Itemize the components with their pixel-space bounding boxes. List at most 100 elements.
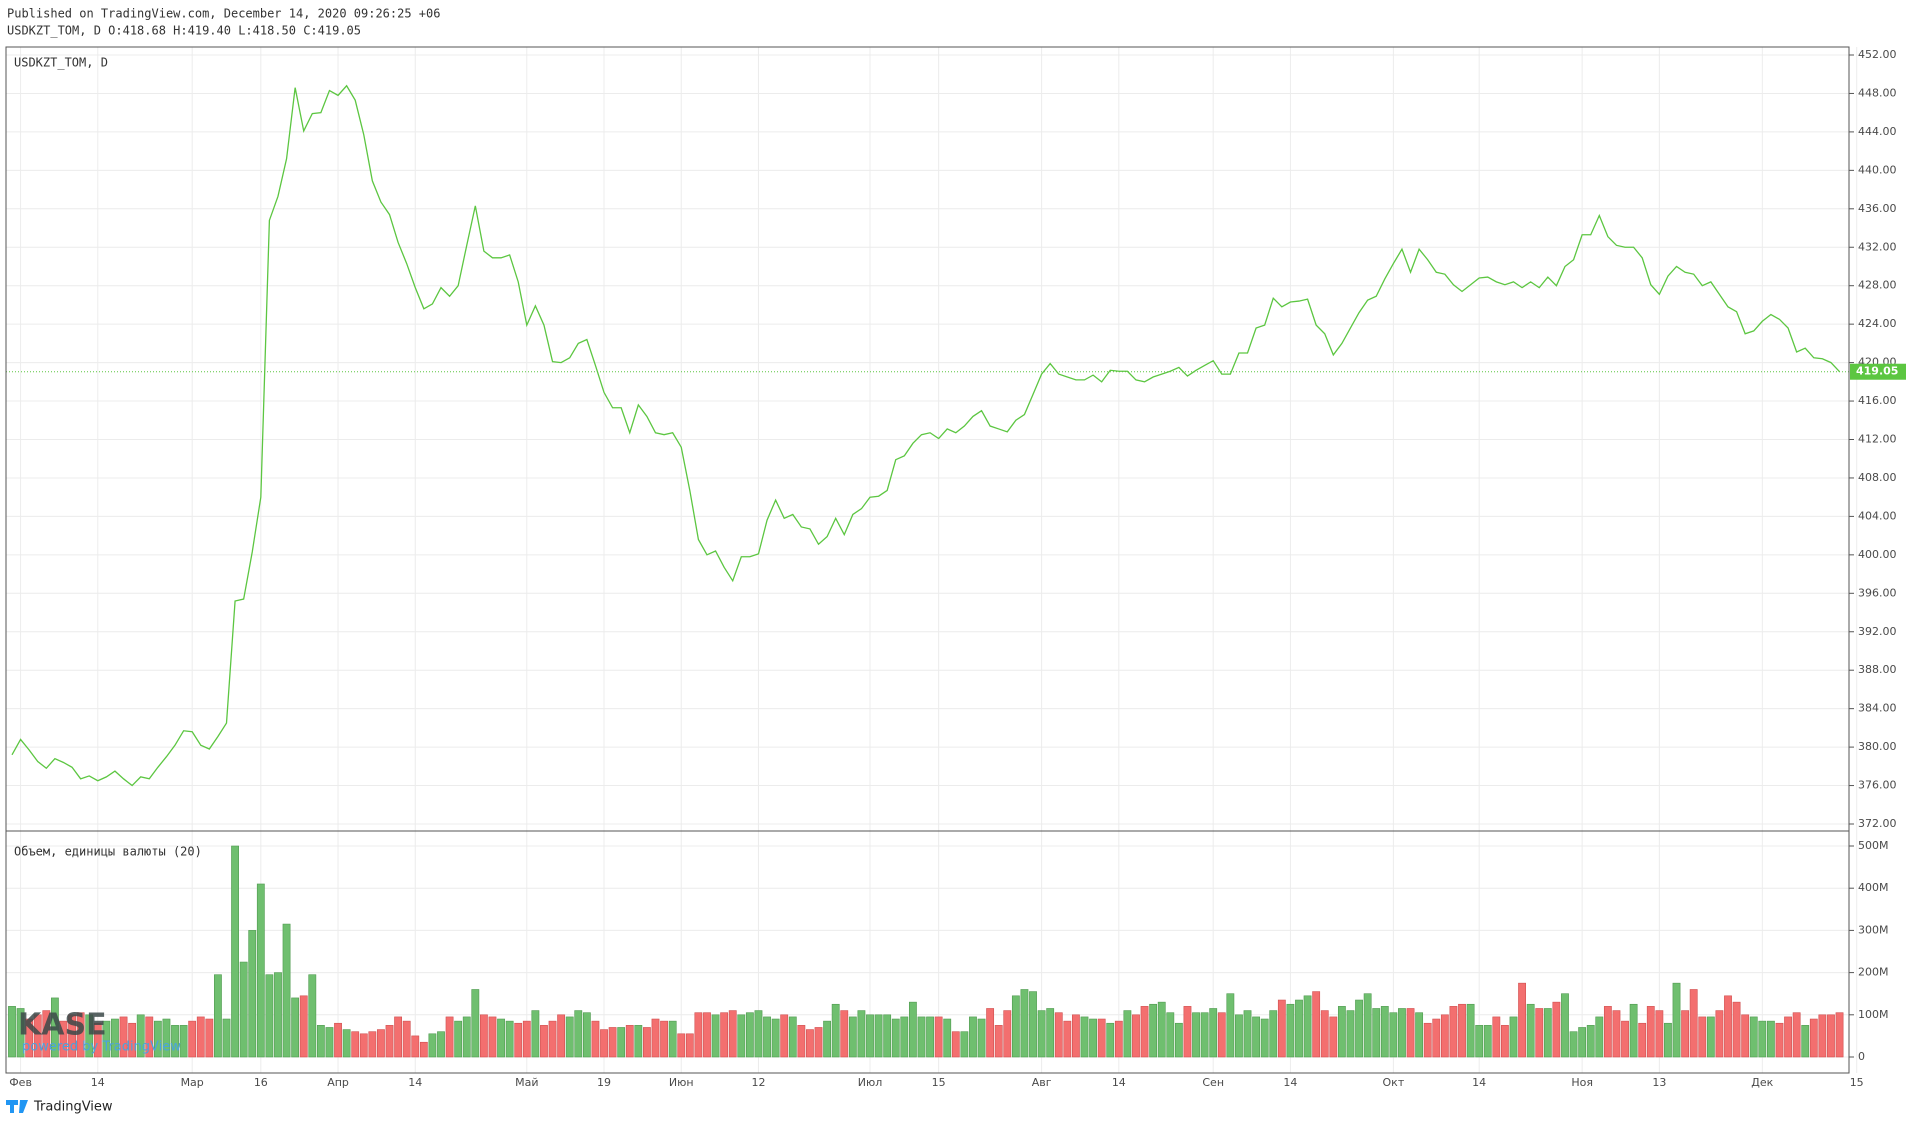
- y2-tick-label: 100M: [1858, 1008, 1889, 1021]
- volume-bar: [145, 1016, 154, 1058]
- volume-bar: [93, 1022, 102, 1058]
- x-tick-label: 14: [408, 1076, 422, 1089]
- volume-bar: [1741, 1014, 1750, 1058]
- volume-bar: [1827, 1014, 1835, 1058]
- x-tick-label: Авг: [1032, 1076, 1052, 1089]
- volume-bar: [1458, 1003, 1466, 1058]
- volume-bar: [574, 1010, 583, 1058]
- y-tick-label: 440.00: [1858, 163, 1897, 176]
- x-tick-label: Сен: [1202, 1076, 1224, 1089]
- volume-bar: [291, 997, 300, 1058]
- volume-bar: [1535, 1008, 1544, 1058]
- volume-bar: [1603, 1006, 1612, 1058]
- volume-bar: [1355, 999, 1363, 1058]
- volume-bar: [1423, 1022, 1432, 1058]
- x-tick-label: Апр: [327, 1076, 349, 1089]
- volume-bar: [479, 1014, 488, 1058]
- volume-bar: [608, 1027, 617, 1058]
- volume-bar: [1586, 1025, 1595, 1058]
- volume-bar: [548, 1020, 557, 1058]
- volume-bar: [1698, 1016, 1707, 1058]
- volume-bar: [162, 1018, 171, 1058]
- x-tick-label: Июн: [669, 1076, 694, 1089]
- y-tick-label: 428.00: [1858, 279, 1897, 292]
- volume-bar: [1286, 1003, 1295, 1058]
- y-tick-label: 392.00: [1858, 625, 1897, 638]
- x-tick-label: Фев: [9, 1076, 32, 1089]
- volume-bar: [1766, 1020, 1775, 1058]
- volume-bar: [1192, 1012, 1200, 1058]
- volume-bar: [728, 1010, 737, 1058]
- y-tick-label: 432.00: [1858, 240, 1897, 253]
- volume-bar: [720, 1012, 729, 1058]
- volume-bar: [471, 989, 480, 1058]
- volume-bar: [1621, 1020, 1629, 1058]
- volume-bar: [806, 1029, 814, 1058]
- chart-frame: [5, 46, 1850, 1074]
- volume-bar: [1492, 1016, 1501, 1058]
- volume-bar: [1243, 1010, 1252, 1058]
- volume-bar: [16, 1008, 25, 1058]
- volume-bar: [1149, 1003, 1158, 1058]
- volume-bar: [1097, 1018, 1106, 1058]
- volume-bar: [677, 1033, 686, 1058]
- volume-bar: [419, 1041, 428, 1058]
- volume-bar: [462, 1016, 471, 1058]
- volume-bar: [926, 1016, 934, 1058]
- y2-tick-label: 500M: [1858, 839, 1889, 852]
- volume-bar: [265, 974, 274, 1058]
- volume-bar: [969, 1016, 977, 1058]
- volume-bar: [883, 1014, 892, 1058]
- volume-bar: [1260, 1018, 1269, 1058]
- y-tick-label: 452.00: [1858, 48, 1897, 61]
- volume-bar: [694, 1012, 703, 1058]
- volume-bar: [50, 997, 59, 1058]
- volume-bar: [1629, 1003, 1638, 1058]
- volume-bar: [780, 1014, 789, 1058]
- volume-bar: [1398, 1008, 1406, 1058]
- volume-bar: [1732, 1001, 1741, 1058]
- volume-bar: [1655, 1010, 1664, 1058]
- volume-bar: [514, 1022, 523, 1058]
- volume-bar: [1183, 1006, 1192, 1058]
- volume-bar: [857, 1010, 866, 1058]
- volume-pane-label: Объем, единицы валюты (20): [14, 845, 202, 859]
- volume-bar: [1689, 989, 1698, 1058]
- volume-bar: [1140, 1006, 1149, 1058]
- volume-bar: [1681, 1010, 1690, 1058]
- volume-bar: [1303, 995, 1312, 1058]
- y2-tick-label: 200M: [1858, 966, 1889, 979]
- volume-bar: [634, 1025, 643, 1058]
- volume-bar: [1252, 1016, 1261, 1058]
- volume-bar: [1449, 1006, 1458, 1058]
- volume-bar: [402, 1020, 411, 1058]
- volume-bar: [737, 1014, 746, 1058]
- x-tick-label: Май: [515, 1076, 538, 1089]
- volume-bar: [660, 1020, 668, 1058]
- volume-bar: [411, 1035, 420, 1058]
- y-tick-label: 396.00: [1858, 586, 1897, 599]
- volume-bar: [42, 1010, 51, 1058]
- volume-bar: [840, 1010, 849, 1058]
- volume-bar: [814, 1027, 823, 1058]
- volume-bar: [1295, 999, 1303, 1058]
- volume-bar: [557, 1014, 566, 1058]
- volume-bar: [385, 1025, 394, 1058]
- volume-bar: [342, 1029, 351, 1058]
- plot-area: [6, 47, 1858, 1073]
- footer-brand[interactable]: TradingView: [33, 1100, 113, 1115]
- volume-bar: [8, 1006, 16, 1058]
- volume-bar: [445, 1016, 454, 1058]
- volume-bar: [428, 1033, 437, 1058]
- volume-bar: [1569, 1031, 1578, 1058]
- volume-bar: [1526, 1003, 1535, 1058]
- volume-bar: [488, 1016, 497, 1058]
- volume-bar: [763, 1016, 771, 1058]
- volume-bar: [111, 1018, 119, 1058]
- x-tick-label: 15: [1850, 1076, 1864, 1089]
- volume-bar: [866, 1014, 874, 1058]
- volume-bar: [274, 972, 282, 1058]
- volume-bar: [153, 1020, 162, 1058]
- volume-bar: [1758, 1020, 1767, 1058]
